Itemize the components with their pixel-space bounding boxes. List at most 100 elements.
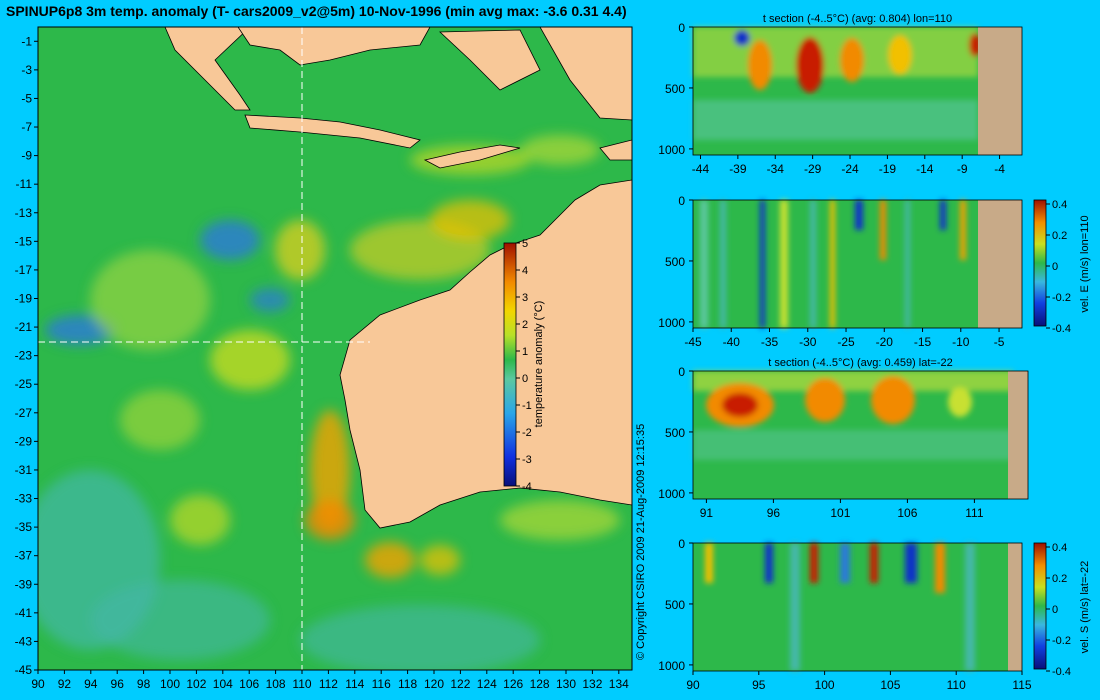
land-australia [339, 179, 632, 529]
map-y-tick-label: -7 [21, 120, 32, 134]
section-panel-1 [692, 26, 1023, 156]
map-x-tick-label: 98 [137, 677, 151, 691]
map-frame [37, 26, 633, 671]
section-x-tick-label: -35 [761, 335, 779, 349]
map-y-tick-label: -39 [15, 577, 33, 591]
section-y-tick-label: 1000 [658, 143, 685, 157]
section-x-tick-label: -45 [684, 335, 702, 349]
colorbar-temperature [503, 242, 517, 487]
copyright-text: © Copyright CSIRO 2009 21-Aug-2009 12:15… [635, 424, 647, 660]
section-x-tick-label: 95 [752, 678, 766, 692]
land-indonesia [164, 27, 632, 169]
section-x-tick-label: 91 [700, 506, 714, 520]
map-x-tick-label: 132 [582, 677, 602, 691]
map-x-tick-label: 116 [372, 677, 391, 691]
map-y-tick-label: -21 [15, 320, 33, 334]
colorbar-tick-label: 2 [522, 319, 528, 331]
map-y-tick-label: -3 [21, 63, 32, 77]
section-x-tick-label: 105 [880, 678, 900, 692]
map-y-tick-label: -23 [15, 349, 33, 363]
section-colorbar-tick-label: 0.4 [1052, 542, 1067, 554]
section-y-tick-label: 0 [678, 194, 685, 208]
section-x-tick-label: 106 [897, 506, 917, 520]
map-y-tick-label: -43 [15, 634, 33, 648]
colorbar-tick-label: 4 [522, 265, 528, 277]
section-y-tick-label: 500 [665, 82, 685, 96]
section-x-tick-label: -39 [729, 162, 747, 176]
section-x-tick-label: -14 [916, 162, 934, 176]
section-colorbar-tick-label: -0.2 [1052, 292, 1071, 304]
map-y-tick-label: -41 [15, 606, 33, 620]
map-y-tick-label: -15 [15, 234, 33, 248]
section-title: t section (-4..5°C) (avg: 0.459) lat=-22 [768, 357, 952, 369]
section-title: t section (-4..5°C) (avg: 0.804) lon=110 [763, 13, 952, 25]
section-x-tick-label: -10 [952, 335, 970, 349]
map-y-tick-label: -25 [15, 377, 33, 391]
colorbar-tick-label: -1 [522, 400, 532, 412]
map-y-tick-label: -35 [15, 520, 33, 534]
section-y-tick-label: 0 [678, 537, 685, 551]
section-colorbar-tick-label: 0.2 [1052, 230, 1067, 242]
map-y-tick-label: -17 [15, 263, 33, 277]
map-y-tick-label: -37 [15, 549, 33, 563]
colorbar-tick-label: -3 [522, 454, 532, 466]
map-y-tick-label: -27 [15, 406, 33, 420]
map-x-tick-label: 122 [450, 677, 470, 691]
section-x-tick-label: 111 [965, 506, 984, 520]
section-x-tick-label: -5 [994, 335, 1005, 349]
section-colorbar-tick-label: 0.2 [1052, 573, 1067, 585]
colorbar-tick-label: 0 [522, 373, 528, 385]
section-x-tick-label: -25 [837, 335, 855, 349]
section-x-tick-label: -4 [994, 162, 1005, 176]
map-x-tick-label: 96 [111, 677, 125, 691]
section-y-tick-label: 500 [665, 598, 685, 612]
section-colorbar-tick-label: 0.4 [1052, 199, 1067, 211]
section-x-tick-label: -15 [914, 335, 932, 349]
map-x-tick-label: 94 [84, 677, 98, 691]
section-x-tick-label: -24 [841, 162, 859, 176]
section-x-tick-label: 101 [830, 506, 850, 520]
map-x-tick-label: 108 [266, 677, 286, 691]
section-x-tick-label: 90 [686, 678, 700, 692]
map-y-tick-label: -31 [15, 463, 33, 477]
map-y-tick-label: -5 [21, 91, 32, 105]
colorbar-vel-s [1033, 542, 1047, 670]
section-x-tick-label: 100 [815, 678, 835, 692]
chart-title: SPINUP6p8 3m temp. anomaly (T- cars2009_… [6, 3, 627, 19]
section-colorbar-tick-label: -0.2 [1052, 635, 1071, 647]
section-colorbar-label: vel. E (m/s) lon=110 [1079, 215, 1091, 312]
map-x-tick-label: 102 [186, 677, 206, 691]
map-x-tick-label: 106 [239, 677, 259, 691]
section-x-tick-label: -19 [879, 162, 897, 176]
map-x-tick-label: 120 [424, 677, 444, 691]
section-x-tick-label: 110 [947, 678, 966, 692]
colorbar-tick-label: -2 [522, 427, 532, 439]
map-x-tick-label: 114 [345, 677, 364, 691]
section-y-tick-label: 1000 [658, 659, 685, 673]
map-x-tick-label: 130 [556, 677, 576, 691]
map-y-tick-label: -1 [21, 34, 32, 48]
map-x-tick-label: 118 [398, 677, 417, 691]
map-y-tick-label: -9 [21, 149, 32, 163]
section-x-tick-label: 96 [767, 506, 781, 520]
section-x-tick-label: 115 [1012, 678, 1031, 692]
section-colorbar-tick-label: -0.4 [1052, 323, 1071, 335]
section-x-tick-label: -44 [692, 162, 710, 176]
map-y-tick-label: -13 [15, 206, 33, 220]
colorbar-tick-label: 3 [522, 292, 528, 304]
colorbar-label: temperature anomaly (°C) [533, 301, 545, 428]
section-y-tick-label: 500 [665, 426, 685, 440]
section-colorbar-tick-label: -0.4 [1052, 666, 1071, 678]
section-colorbar-label: vel. S (m/s) lat=-22 [1079, 561, 1091, 654]
map-x-tick-label: 112 [319, 677, 338, 691]
map-x-tick-label: 110 [292, 677, 311, 691]
section-y-tick-label: 1000 [658, 316, 685, 330]
section-x-tick-label: -34 [767, 162, 785, 176]
map-x-tick-label: 128 [530, 677, 550, 691]
map-x-tick-label: 104 [213, 677, 233, 691]
map-y-tick-label: -11 [16, 177, 33, 191]
colorbar-vel-e [1033, 199, 1047, 327]
map-y-tick-label: -19 [15, 291, 33, 305]
section-x-tick-label: -29 [804, 162, 822, 176]
